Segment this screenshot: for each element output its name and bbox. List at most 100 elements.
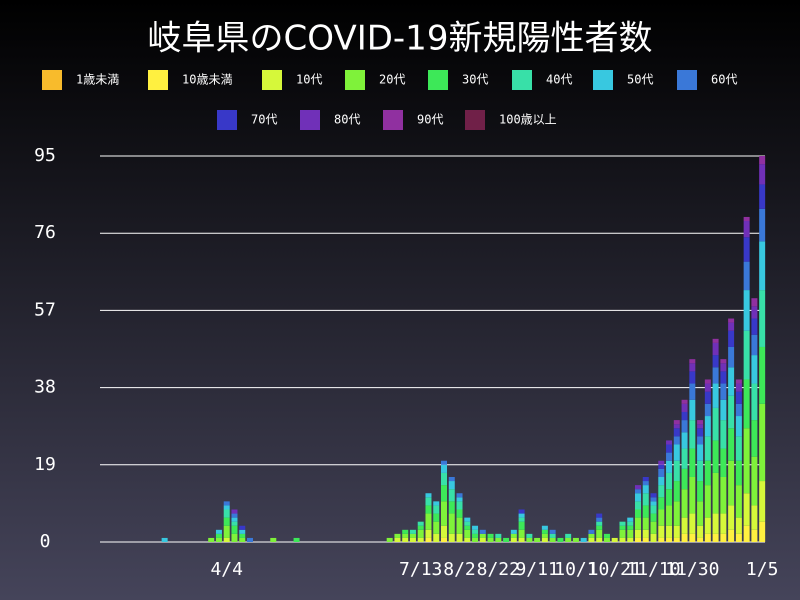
bar-segment	[712, 533, 719, 542]
bar-segment	[743, 525, 750, 542]
x-tick-label: 7/13	[399, 559, 442, 580]
bar-segment	[518, 521, 525, 530]
bar-segment	[681, 432, 688, 449]
bar-segment	[673, 444, 680, 461]
bar-segment	[743, 221, 750, 238]
bar-segment	[402, 533, 409, 538]
legend-label: 40代	[546, 73, 572, 87]
bar-segment	[541, 537, 548, 542]
bar-segment	[208, 537, 215, 542]
bar-segment	[681, 517, 688, 534]
bar-segment	[759, 164, 766, 185]
bar-segment	[751, 505, 758, 530]
legend-label: 30代	[462, 73, 488, 87]
bar-segment	[743, 493, 750, 526]
bar-segment	[518, 509, 525, 514]
bar-segment	[627, 537, 634, 542]
bar-segment	[650, 497, 657, 502]
bar-segment	[239, 537, 246, 542]
bar-segment	[751, 456, 758, 506]
bar-segment	[666, 472, 673, 490]
bar-segment	[759, 481, 766, 522]
bar-segment	[239, 533, 246, 538]
bar-segment	[635, 485, 641, 490]
bar-segment	[720, 363, 727, 372]
bar-segment	[572, 537, 579, 542]
bar-segment	[495, 537, 502, 542]
bar-segment	[588, 537, 595, 542]
bar-segment	[697, 444, 704, 461]
bar-segment	[720, 448, 727, 477]
bar-segment	[448, 513, 455, 534]
bar-segment	[596, 525, 603, 530]
bar-segment	[433, 521, 440, 534]
legend-swatch	[300, 110, 320, 130]
bar-segment	[588, 533, 595, 538]
bar-segment	[448, 533, 455, 542]
bar-segment	[441, 525, 447, 538]
bar-segment	[658, 476, 665, 486]
bar-segment	[759, 521, 766, 542]
bar-segment	[666, 505, 673, 526]
bar-segment	[735, 533, 742, 542]
bar-segment	[673, 537, 680, 542]
bar-segment	[673, 501, 680, 526]
legend-swatch	[512, 70, 532, 90]
legend-swatch	[465, 110, 485, 130]
bar-segment	[697, 436, 704, 445]
bar-segment	[510, 533, 517, 538]
bar-segment	[681, 468, 688, 490]
legend-swatch	[262, 70, 282, 90]
bar-segment	[479, 533, 486, 538]
x-tick-label: 8/2	[443, 559, 476, 580]
bar-segment	[666, 525, 673, 538]
bar-segment	[650, 493, 657, 498]
bar-segment	[650, 533, 657, 542]
bar-segment	[557, 537, 564, 542]
legend-swatch	[428, 70, 448, 90]
bar-segment	[642, 537, 649, 542]
bar-segment	[728, 322, 735, 331]
legend-label: 20代	[379, 73, 405, 87]
bar-segment	[759, 346, 766, 404]
legend-swatch	[42, 70, 62, 90]
bar-segment	[215, 529, 222, 534]
bar-segment	[541, 533, 548, 538]
bar-segment	[642, 493, 649, 506]
bar-segment	[231, 513, 238, 518]
bar-segment	[456, 497, 463, 502]
bar-segment	[472, 537, 479, 542]
bar-segment	[728, 395, 735, 429]
bar-segment	[735, 403, 742, 417]
bar-segment	[751, 318, 758, 335]
bar-segment	[448, 481, 455, 490]
bar-segment	[441, 460, 447, 465]
bar-segment	[743, 261, 750, 291]
bar-segment	[161, 537, 168, 542]
bar-segment	[223, 537, 230, 542]
bar-segment	[386, 537, 393, 542]
bar-segment	[735, 436, 742, 461]
bar-segment	[720, 399, 727, 421]
bar-segment	[588, 529, 595, 534]
bar-segment	[666, 444, 673, 453]
bar-segment	[704, 460, 711, 486]
bar-segment	[720, 476, 727, 514]
legend-label: 90代	[417, 113, 443, 127]
bar-segment	[549, 533, 556, 538]
bar-segment	[510, 537, 517, 542]
bar-segment	[495, 533, 502, 538]
x-tick-label: 9/11	[515, 559, 558, 580]
bar-segment	[417, 529, 424, 538]
bar-segment	[518, 529, 525, 538]
bar-segment	[673, 460, 680, 482]
bar-segment	[472, 533, 479, 538]
bar-segment	[627, 521, 634, 526]
bar-segment	[735, 485, 742, 518]
bar-segment	[712, 407, 719, 441]
bar-segment	[681, 403, 688, 412]
bar-segment	[712, 367, 719, 384]
bar-segment	[425, 513, 432, 530]
